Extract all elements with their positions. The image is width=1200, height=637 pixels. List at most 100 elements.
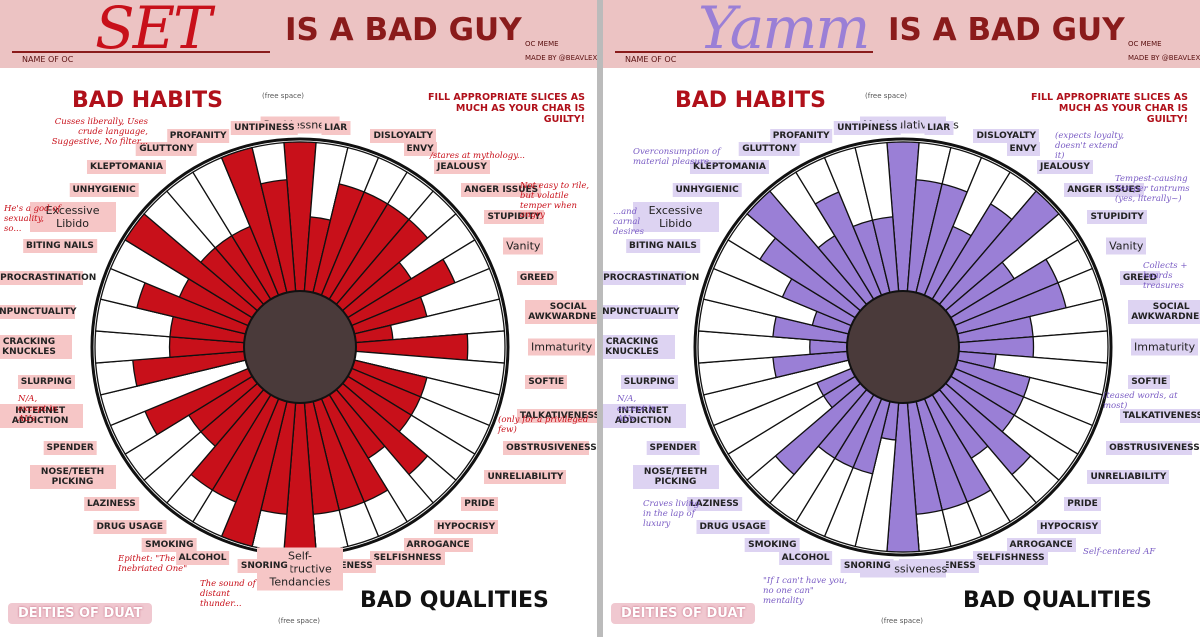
category-label: SLURPING — [620, 374, 678, 389]
category-label: DISLOYALTY — [370, 128, 437, 143]
annotation: Epithet: "The Inebriated One" — [118, 554, 188, 574]
category-label: PROFANITY — [166, 128, 230, 143]
category-label: NOSE/TEETH PICKING — [632, 465, 719, 490]
free-space: (free space) — [262, 92, 305, 100]
category-label: PROCRASTINATION — [0, 271, 96, 286]
annotation: Self-centered AF — [1083, 547, 1156, 557]
category-label: ENVY — [1006, 142, 1040, 157]
category-label: TALKATIVENESS — [1119, 408, 1200, 423]
meme-panel: SET NAME OF OC IS A BAD GUY OC MEME MADE BY … — [0, 0, 597, 637]
category-label: UNPUNCTUALITY — [603, 305, 680, 320]
category-label: SMOKING — [142, 537, 197, 552]
portrait — [846, 290, 960, 404]
category-label: SOCIAL AWKWARDNESS — [1128, 300, 1200, 325]
oc-name: SET — [95, 0, 212, 62]
credit: MADE BY @BEAVLEX — [525, 54, 597, 62]
annotation: The sound of distant thunder... — [200, 579, 256, 609]
credit: OC MEME — [1128, 40, 1162, 48]
category-label: Excessive Libido — [632, 201, 719, 232]
annotation: Tempest-causing Temper tantrums (yes, li… — [1115, 174, 1190, 204]
annotation: (expects loyalty, doesn't extend it) — [1055, 131, 1125, 161]
category-label: INTERNET ADDICTION — [0, 403, 84, 428]
category-label: STUPIDITY — [484, 209, 544, 224]
category-label: KLEPTOMANIA — [86, 160, 166, 175]
category-label: Vanity — [503, 237, 544, 255]
category-label: ANGER ISSUES — [461, 183, 542, 198]
category-label: UNTIPINESS — [834, 120, 901, 135]
credit: MADE BY @BEAVLEX — [1128, 54, 1200, 62]
category-label: Immaturity — [1131, 338, 1199, 356]
subtitle: IS A BAD GUY — [888, 12, 1125, 48]
heading: BAD QUALITIES — [360, 588, 549, 613]
category-label: GLUTTONY — [739, 142, 800, 157]
annotation: Collects + hoards treasures — [1143, 261, 1188, 291]
category-label: SELFISHNESS — [370, 551, 445, 566]
credit: OC MEME — [525, 40, 559, 48]
free-space: (free space) — [881, 617, 924, 625]
category-label: SNORING — [237, 559, 291, 574]
heading: BAD QUALITIES — [963, 588, 1152, 613]
annotation: Cusses liberally, Uses crude language, S… — [51, 117, 148, 147]
name-label: NAME OF OC — [625, 55, 677, 64]
annotation: N/A, except in AUs — [617, 394, 657, 424]
subtitle: IS A BAD GUY — [285, 12, 522, 48]
category-label: HYPOCRISY — [434, 519, 499, 534]
category-label: OBSTRUSIVENESS — [1106, 440, 1200, 455]
chart — [603, 0, 1200, 557]
category-label: PROCRASTINATION — [603, 271, 699, 286]
category-label: ARROGANCE — [403, 537, 473, 552]
annotation: Craves living in the lap of luxury — [643, 499, 700, 529]
annotation: "If I can't have you, no one can" mental… — [763, 576, 848, 606]
category-label: NOSE/TEETH PICKING — [29, 465, 116, 490]
annotation: /stares at mythology... — [430, 151, 525, 161]
portrait — [243, 290, 357, 404]
category-label: LIAR — [924, 120, 954, 135]
category-label: ALCOHOL — [778, 551, 833, 566]
header-band — [0, 0, 597, 68]
logo: DEITIES OF DUAT — [611, 603, 756, 624]
category-label: SLURPING — [17, 374, 75, 389]
category-label: SPENDER — [43, 440, 97, 455]
meme-panel: Yamm NAME OF OC IS A BAD GUY OC MEME MADE BY… — [603, 0, 1200, 637]
category-label: LAZINESS — [686, 496, 742, 511]
oc-name: Yamm — [698, 0, 870, 62]
chart — [0, 0, 597, 557]
category-label: TALKATIVENESS — [516, 408, 597, 423]
category-label: SOCIAL AWKWARDNESS — [525, 300, 597, 325]
category-label: CRACKING KNUCKLES — [603, 335, 675, 359]
category-label: LAZINESS — [83, 496, 139, 511]
category-label: SNORING — [840, 559, 894, 574]
category-label: SPENDER — [646, 440, 700, 455]
annotation: ...and carnal desires — [613, 207, 645, 237]
category-label: ALCOHOL — [175, 551, 230, 566]
annotation: He's a god of sexuality, so... — [4, 204, 61, 234]
category-label: SELFISHNESS — [973, 551, 1048, 566]
category-label: OBSTRUSIVENESS — [503, 440, 597, 455]
category-label: BITING NAILS — [23, 239, 97, 254]
category-label: SMOKING — [745, 537, 800, 552]
instruction: FILL APPROPRIATE SLICES AS MUCH AS YOUR … — [427, 92, 585, 125]
category-label: CRACKING KNUCKLES — [0, 335, 72, 359]
category-label: SOFTIE — [525, 374, 568, 389]
category-label: GREED — [1119, 271, 1160, 286]
category-label: JEALOUSY — [434, 160, 490, 175]
category-label: UNHYGIENIC — [69, 183, 139, 198]
category-label: KLEPTOMANIA — [689, 160, 769, 175]
logo: DEITIES OF DUAT — [8, 603, 153, 624]
category-label: Immaturity — [528, 338, 596, 356]
heading: BAD HABITS — [675, 88, 826, 113]
header-band — [603, 0, 1200, 68]
category-label: JEALOUSY — [1037, 160, 1093, 175]
category-label: DRUG USAGE — [93, 519, 166, 534]
free-space: (free space) — [278, 617, 321, 625]
category-label: GLUTTONY — [136, 142, 197, 157]
category-label: UNRELIABILITY — [1087, 470, 1170, 485]
annotation: Not easy to rile, but volatile temper wh… — [520, 181, 590, 221]
heading: BAD HABITS — [72, 88, 223, 113]
category-label: PRIDE — [461, 496, 498, 511]
annotation: Overconsumption of material pleasure... — [633, 147, 721, 167]
category-label: UNPUNCTUALITY — [0, 305, 77, 320]
category-label: INTERNET ADDICTION — [603, 403, 687, 428]
annotation: (only for a privileged few) — [498, 415, 589, 435]
